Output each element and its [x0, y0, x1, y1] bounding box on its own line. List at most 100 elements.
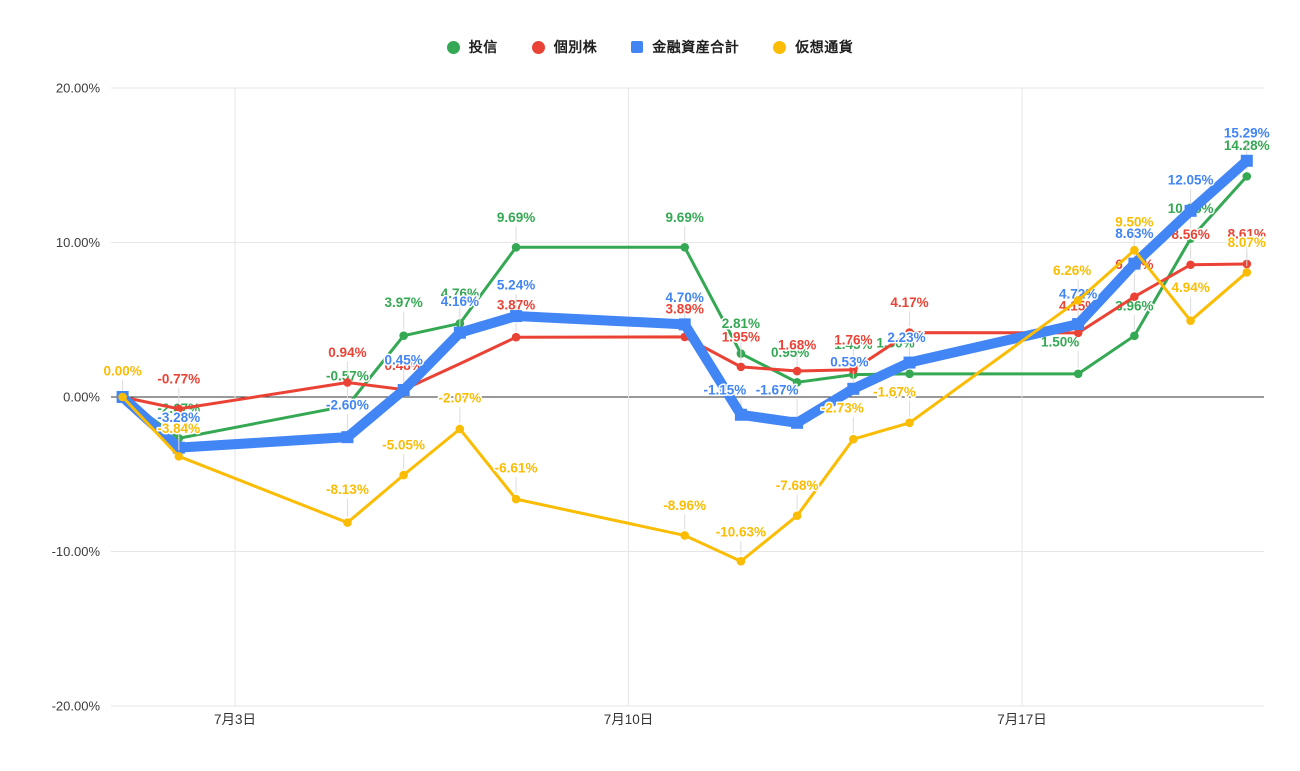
- data-point[interactable]: [343, 518, 352, 527]
- data-point[interactable]: [1242, 172, 1252, 181]
- data-point[interactable]: [1130, 245, 1139, 255]
- data-point[interactable]: [1186, 234, 1195, 243]
- data-label: 1.45%: [834, 337, 872, 352]
- data-point-square[interactable]: [397, 384, 410, 397]
- data-point-square[interactable]: [1072, 318, 1085, 331]
- data-point[interactable]: [849, 434, 858, 444]
- legend-item-3[interactable]: 仮想通貨: [773, 37, 853, 57]
- data-label: 0.45%: [385, 353, 423, 368]
- legend-item-1[interactable]: 個別株: [531, 37, 598, 57]
- data-label: -5.05%: [382, 438, 425, 453]
- data-point[interactable]: [174, 452, 184, 461]
- data-point[interactable]: [511, 242, 521, 252]
- data-point-square[interactable]: [791, 416, 804, 429]
- x-axis-tick-label: 7月3日: [214, 712, 256, 727]
- data-label: 9.50%: [1115, 215, 1153, 230]
- data-point[interactable]: [905, 418, 914, 428]
- data-label: 4.76%: [441, 286, 479, 301]
- legend-circle-marker-icon: [531, 40, 545, 54]
- data-point[interactable]: [680, 531, 689, 540]
- data-point[interactable]: [736, 362, 746, 372]
- data-label: 4.70%: [666, 290, 704, 305]
- data-point-square[interactable]: [453, 326, 466, 339]
- legend-item-label: 投信: [468, 39, 498, 55]
- data-label: -8.13%: [326, 482, 369, 497]
- legend-item-label: 個別株: [553, 39, 598, 55]
- data-point[interactable]: [849, 365, 858, 375]
- data-point-square[interactable]: [903, 356, 916, 369]
- data-point[interactable]: [1073, 295, 1083, 305]
- data-point-square[interactable]: [1128, 257, 1141, 270]
- data-label: 1.95%: [722, 329, 760, 344]
- data-point[interactable]: [1073, 328, 1083, 338]
- data-point[interactable]: [1130, 292, 1139, 302]
- data-point[interactable]: [455, 424, 465, 434]
- data-point[interactable]: [118, 392, 127, 402]
- legend-item-label: 仮想通貨: [795, 39, 854, 55]
- data-label: -2.73%: [821, 401, 864, 416]
- data-label: 0.94%: [328, 345, 366, 360]
- data-label: -3.84%: [157, 421, 200, 436]
- data-point[interactable]: [343, 378, 352, 387]
- data-point[interactable]: [1186, 316, 1195, 325]
- data-label: 2.23%: [887, 330, 925, 345]
- data-label: 8.07%: [1228, 235, 1266, 250]
- data-point[interactable]: [399, 470, 408, 480]
- data-point-square[interactable]: [510, 310, 523, 323]
- legend-circle-marker-icon: [446, 40, 460, 54]
- data-label: 0.48%: [385, 358, 423, 373]
- data-label: 2.81%: [722, 316, 760, 331]
- data-point[interactable]: [1073, 369, 1083, 379]
- data-point-square[interactable]: [678, 318, 691, 331]
- data-label: 8.56%: [1171, 227, 1209, 242]
- data-point-square[interactable]: [734, 408, 747, 421]
- legend-circle-marker-icon: [773, 40, 787, 54]
- data-label: -6.61%: [495, 461, 538, 476]
- data-label: 5.24%: [497, 278, 535, 293]
- legend-item-0[interactable]: 投信: [446, 37, 498, 57]
- data-label: -10.63%: [716, 525, 766, 540]
- data-label: -2.07%: [438, 390, 481, 405]
- data-label: -7.68%: [776, 478, 819, 493]
- legend-item-2[interactable]: 金融資産合計: [631, 37, 739, 57]
- data-point[interactable]: [905, 369, 914, 379]
- data-label: 9.69%: [497, 210, 535, 225]
- data-point[interactable]: [792, 366, 802, 376]
- legend-square-marker-icon: [631, 41, 644, 53]
- data-label: 8.61%: [1228, 226, 1266, 241]
- data-point[interactable]: [511, 332, 521, 342]
- data-point[interactable]: [1186, 260, 1195, 270]
- data-label: 1.50%: [1041, 334, 1079, 349]
- data-point[interactable]: [792, 378, 802, 387]
- data-point[interactable]: [680, 242, 689, 252]
- data-label: 6.26%: [1053, 263, 1091, 278]
- y-axis-tick-label: -20.00%: [52, 699, 101, 714]
- data-point[interactable]: [792, 511, 802, 520]
- data-label: 15.29%: [1224, 125, 1270, 140]
- data-label: 0.95%: [771, 345, 809, 360]
- data-point-square[interactable]: [341, 431, 354, 444]
- data-point[interactable]: [1130, 331, 1139, 341]
- y-axis-tick-label: 10.00%: [56, 235, 101, 250]
- data-point[interactable]: [174, 404, 184, 414]
- legend-item-label: 金融資産合計: [652, 39, 740, 55]
- data-label: -1.15%: [704, 382, 747, 397]
- y-axis-tick-label: 20.00%: [56, 81, 101, 96]
- data-point-square[interactable]: [847, 382, 860, 395]
- data-label: 12.05%: [1168, 172, 1214, 187]
- data-label: -1.67%: [873, 384, 916, 399]
- data-point[interactable]: [905, 328, 914, 337]
- data-label: 9.69%: [666, 210, 704, 225]
- data-point[interactable]: [511, 494, 521, 504]
- data-point[interactable]: [399, 331, 408, 340]
- data-point[interactable]: [736, 556, 746, 566]
- data-point[interactable]: [1242, 268, 1252, 277]
- data-point[interactable]: [343, 401, 352, 411]
- data-label: 3.97%: [385, 295, 423, 310]
- data-point-square[interactable]: [1184, 204, 1197, 217]
- data-point-square[interactable]: [1240, 154, 1253, 167]
- data-label: 4.17%: [890, 295, 928, 310]
- x-axis-tick-label: 7月10日: [604, 712, 654, 727]
- data-label: -0.77%: [157, 371, 200, 386]
